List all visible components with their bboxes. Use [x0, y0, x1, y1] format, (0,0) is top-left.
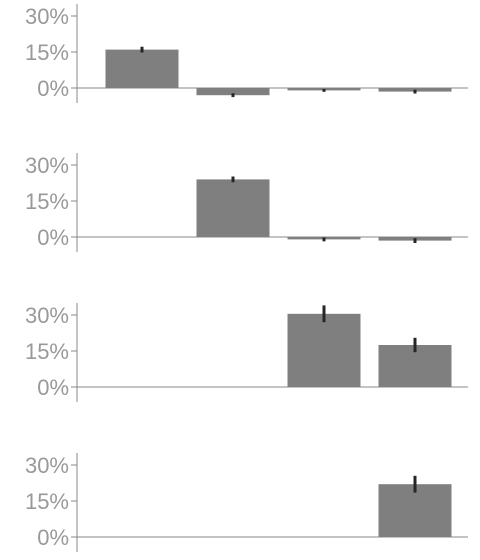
bar	[105, 49, 179, 88]
y-tick-label: 0%	[37, 76, 69, 101]
y-tick-label: 0%	[37, 525, 69, 550]
y-tick-label: 0%	[37, 375, 69, 400]
chart-panel-2: 0% 15% 30%	[25, 153, 468, 252]
chart-panel-1: 0% 15% 30%	[25, 4, 468, 103]
y-tick-label: 30%	[25, 303, 69, 328]
bar	[196, 179, 270, 237]
y-tick-label: 15%	[25, 339, 69, 364]
y-tick-label: 30%	[25, 153, 69, 178]
chart-panel-4: 0% 15% 30%	[25, 453, 468, 552]
bar	[378, 484, 452, 537]
y-tick-label: 30%	[25, 4, 69, 29]
chart-panel-3: 0% 15% 30%	[25, 303, 468, 402]
y-tick-label: 0%	[37, 225, 69, 250]
y-tick-label: 15%	[25, 489, 69, 514]
y-tick-label: 15%	[25, 189, 69, 214]
bar	[196, 88, 270, 96]
y-tick-label: 30%	[25, 453, 69, 478]
bar	[287, 313, 361, 387]
y-tick-label: 15%	[25, 40, 69, 65]
